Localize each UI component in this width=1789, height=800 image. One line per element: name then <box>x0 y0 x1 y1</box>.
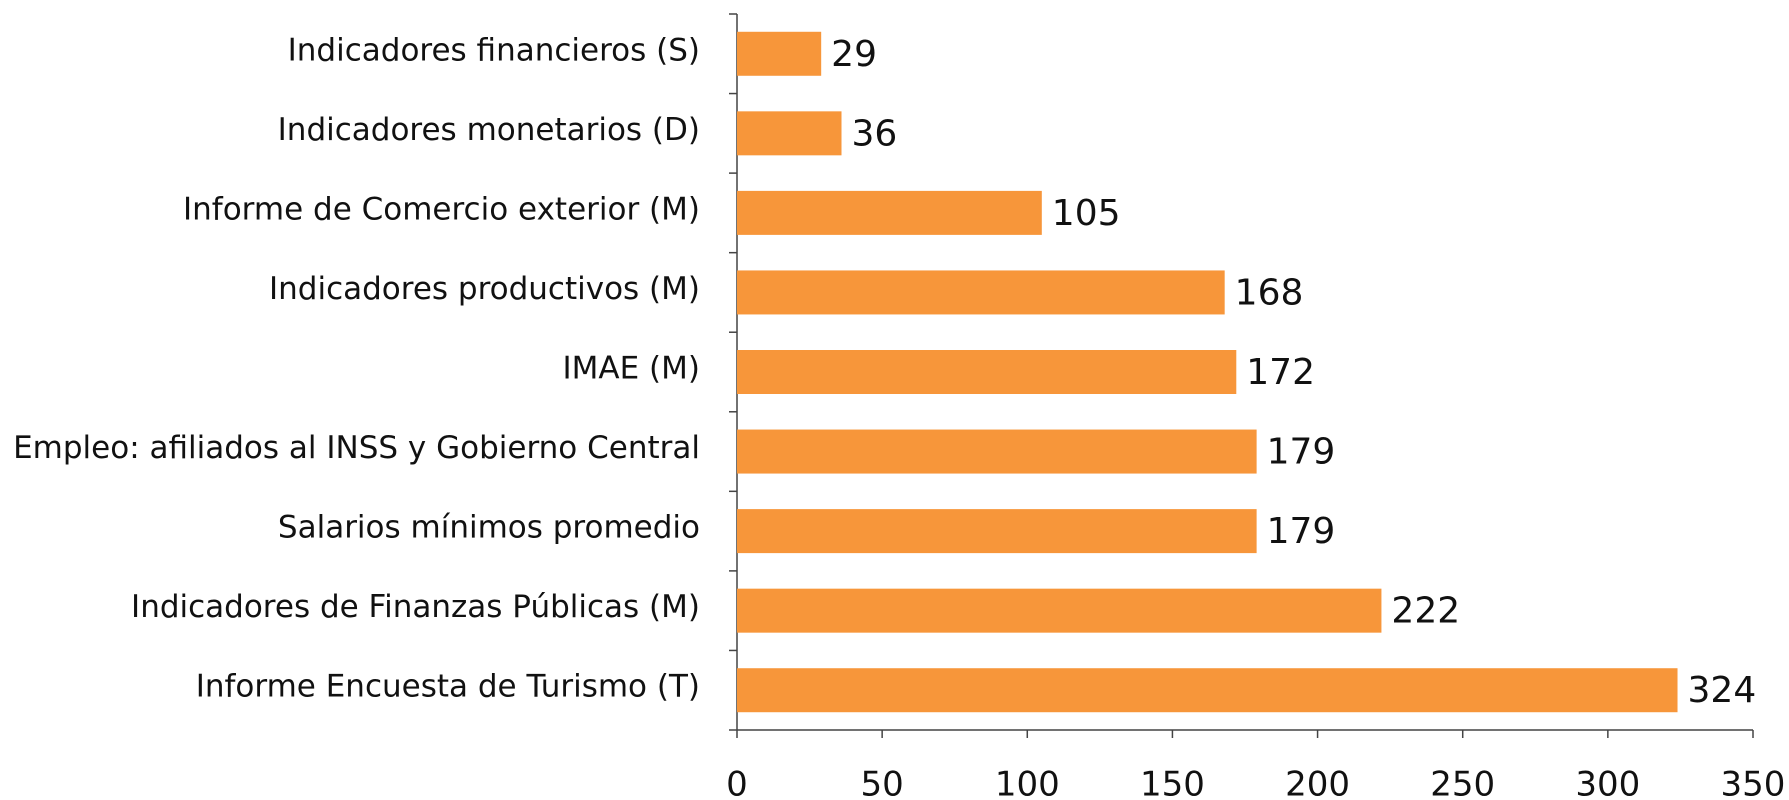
y-tick-label: Salarios mínimos promedio <box>278 510 700 546</box>
value-label: 179 <box>1267 432 1336 473</box>
value-label: 324 <box>1688 670 1757 711</box>
x-tick-label: 50 <box>861 765 904 800</box>
bar <box>737 588 1382 633</box>
value-label: 179 <box>1267 511 1336 552</box>
y-tick-label: Indicadores financieros (S) <box>288 32 700 68</box>
bar <box>737 270 1225 315</box>
x-tick-label: 0 <box>726 765 748 800</box>
bar <box>737 31 822 76</box>
x-tick-label: 350 <box>1721 765 1786 800</box>
y-tick-label: Informe Encuesta de Turismo (T) <box>196 669 700 705</box>
value-label: 29 <box>831 34 877 75</box>
y-tick-label: Indicadores productivos (M) <box>269 271 700 307</box>
value-label: 168 <box>1235 272 1304 313</box>
x-tick-label: 300 <box>1575 765 1640 800</box>
bar <box>737 509 1257 554</box>
value-label: 105 <box>1052 193 1121 234</box>
y-tick-label: Indicadores monetarios (D) <box>278 112 700 148</box>
y-tick-label: Informe de Comercio exterior (M) <box>183 191 700 227</box>
bar <box>737 350 1237 394</box>
y-tick-label: Empleo: afiliados al INSS y Gobierno Cen… <box>13 430 700 466</box>
bar <box>737 190 1042 235</box>
y-tick-label: Indicadores de Finanzas Públicas (M) <box>131 589 700 625</box>
x-tick-label: 100 <box>995 765 1060 800</box>
x-tick-label: 200 <box>1285 765 1350 800</box>
y-tick-label: IMAE (M) <box>563 351 700 387</box>
bar <box>737 668 1678 713</box>
bar <box>737 429 1257 474</box>
value-label: 36 <box>852 113 898 154</box>
x-tick-label: 250 <box>1430 765 1495 800</box>
value-label: 172 <box>1246 352 1315 393</box>
bar <box>737 111 842 156</box>
value-label: 222 <box>1391 591 1460 632</box>
x-tick-label: 150 <box>1140 765 1205 800</box>
